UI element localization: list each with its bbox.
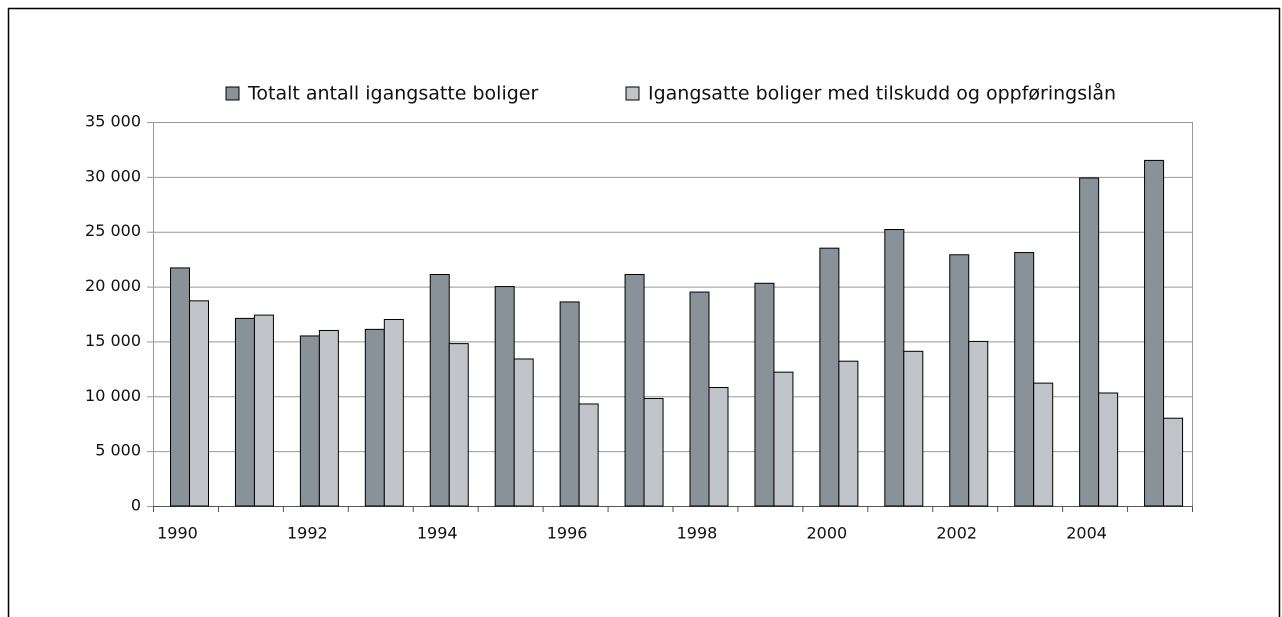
bar	[1144, 159, 1165, 507]
bar	[1014, 252, 1035, 507]
y-tick-label: 20 000	[85, 276, 141, 295]
bar	[643, 397, 664, 507]
legend-label: Igangsatte boliger med tilskudd og oppfø…	[648, 82, 1116, 105]
y-tick-label: 15 000	[85, 331, 141, 350]
bar	[448, 343, 469, 507]
bar	[364, 328, 385, 507]
y-tick-label: 5 000	[95, 441, 141, 460]
bar	[383, 318, 404, 507]
bar	[189, 300, 209, 507]
bar	[318, 329, 339, 507]
legend: Totalt antall igangsatte boliger Igangsat…	[225, 82, 1116, 105]
x-tick-label: 1994	[417, 524, 458, 543]
bar	[1098, 392, 1119, 507]
bar	[968, 340, 989, 507]
x-tick-label: 1998	[677, 524, 718, 543]
legend-swatch	[625, 86, 640, 101]
bar	[513, 358, 534, 507]
bar	[773, 371, 794, 507]
bar	[234, 317, 255, 507]
y-tick-label: 25 000	[85, 221, 141, 240]
legend-swatch	[225, 86, 240, 101]
legend-label: Totalt antall igangsatte boliger	[247, 83, 538, 105]
bar	[559, 301, 580, 507]
bar	[1079, 177, 1100, 507]
bar	[299, 335, 320, 507]
y-tick-label: 10 000	[85, 386, 141, 405]
x-tick-label: 1990	[157, 524, 198, 543]
bar	[903, 350, 924, 507]
bar	[1033, 382, 1054, 507]
x-tick-label: 2000	[806, 524, 847, 543]
bar	[494, 286, 515, 507]
bar	[170, 267, 190, 507]
y-tick-label: 30 000	[85, 166, 141, 185]
frame	[7, 7, 1281, 617]
bar	[624, 274, 645, 507]
bar	[253, 314, 274, 507]
bar	[838, 360, 859, 507]
x-tick-label: 2002	[936, 524, 977, 543]
x-tick-label: 2004	[1066, 524, 1107, 543]
bar	[949, 254, 970, 507]
x-tick-label: 1992	[287, 524, 328, 543]
x-tick-label: 1996	[547, 524, 588, 543]
bar	[708, 387, 729, 507]
bar	[578, 403, 599, 507]
bar	[1163, 417, 1184, 507]
bar	[429, 274, 450, 507]
bar	[689, 291, 710, 507]
bar	[819, 247, 840, 507]
bar	[754, 282, 775, 507]
bar	[884, 229, 905, 507]
y-tick-label: 35 000	[85, 112, 141, 131]
y-tick-label: 0	[131, 496, 141, 515]
